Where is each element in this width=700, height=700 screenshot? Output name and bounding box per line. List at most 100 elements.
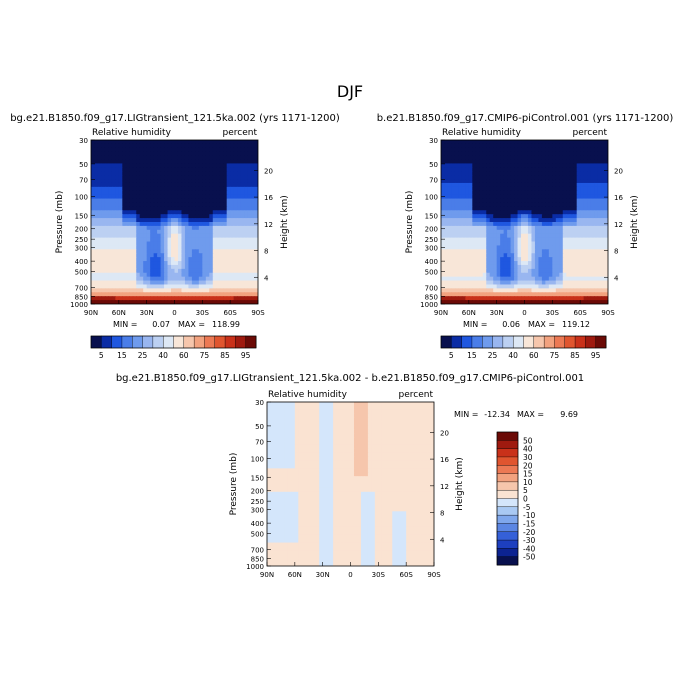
field-cell [122, 155, 127, 161]
field-cell [458, 257, 463, 262]
field-cell [381, 456, 386, 462]
y-tick-label: 100 [75, 193, 88, 201]
field-cell [580, 241, 585, 247]
field-cell [118, 268, 123, 274]
field-cell [108, 241, 113, 247]
field-cell [503, 163, 508, 168]
field-cell [461, 143, 466, 149]
field-cell [378, 456, 383, 462]
field-cell [521, 272, 526, 278]
field-cell [223, 245, 228, 250]
field-cell [240, 261, 245, 266]
field-cell [524, 288, 529, 293]
field-cell [413, 421, 418, 427]
field-cell [465, 163, 470, 168]
field-cell [237, 167, 242, 172]
field-cell [298, 425, 303, 430]
field-cell [164, 186, 169, 192]
field-cell [604, 245, 608, 250]
field-cell [583, 179, 588, 184]
field-cell [136, 237, 141, 243]
field-cell [548, 167, 553, 172]
field-cell [247, 292, 252, 297]
field-cell [94, 264, 99, 270]
field-cell [479, 288, 484, 293]
field-cell [399, 429, 404, 434]
field-cell [493, 182, 498, 188]
field-cell [287, 421, 292, 427]
field-cell [573, 249, 578, 254]
field-cell [132, 253, 137, 258]
field-cell [454, 237, 459, 243]
field-cell [347, 409, 352, 415]
field-cell [524, 198, 529, 204]
field-cell [160, 280, 165, 286]
field-cell [118, 147, 123, 153]
field-cell [482, 300, 487, 304]
field-cell [146, 218, 151, 223]
field-cell [104, 276, 109, 282]
field-cell [427, 425, 432, 430]
field-cell [91, 249, 96, 254]
field-cell [360, 437, 366, 442]
field-cell [590, 249, 595, 254]
field-cell [479, 151, 484, 157]
field-cell [531, 241, 536, 247]
field-cell [573, 261, 578, 266]
field-cell [524, 237, 529, 243]
field-cell [111, 225, 116, 231]
field-cell [233, 288, 238, 293]
field-cell [240, 190, 245, 196]
field-cell [267, 460, 272, 466]
field-cell [118, 225, 123, 231]
field-cell [399, 405, 404, 411]
field-cell [430, 460, 434, 466]
field-cell [240, 143, 245, 149]
field-cell [545, 186, 550, 192]
colorbar-label: 25 [488, 351, 498, 360]
field-cell [202, 171, 207, 176]
field-cell [308, 460, 313, 466]
field-cell [555, 222, 560, 227]
field-cell [177, 179, 183, 184]
field-cell [226, 159, 231, 165]
height-tick-label: 20 [264, 167, 273, 175]
field-cell [350, 448, 355, 454]
field-cell [230, 261, 235, 266]
field-cell [301, 409, 306, 415]
field-cell [420, 433, 425, 438]
field-cell [468, 182, 473, 188]
field-cell [247, 268, 252, 274]
field-cell [164, 214, 169, 219]
field-cell [164, 202, 169, 207]
field-cell [468, 292, 473, 297]
field-cell [273, 456, 279, 462]
field-cell [576, 175, 581, 180]
field-cell [237, 222, 242, 227]
field-cell [198, 206, 203, 211]
field-cell [367, 425, 372, 430]
field-cell [230, 194, 235, 200]
field-cell [230, 206, 235, 211]
field-cell [237, 140, 242, 145]
field-cell [160, 190, 165, 196]
field-cell [153, 237, 158, 243]
field-cell [247, 202, 252, 207]
field-cell [291, 452, 296, 458]
field-cell [143, 194, 148, 200]
field-cell [357, 417, 362, 423]
field-cell [267, 441, 272, 446]
field-cell [136, 288, 141, 293]
field-cell [531, 300, 536, 304]
field-cell [101, 288, 106, 293]
field-cell [205, 171, 210, 176]
field-cell [514, 147, 519, 153]
field-cell [212, 284, 217, 289]
panel-right-field [441, 140, 608, 304]
field-cell [493, 241, 498, 247]
field-cell [216, 245, 221, 250]
field-cell [191, 222, 196, 227]
field-cell [444, 143, 449, 149]
field-cell [91, 280, 96, 286]
field-cell [486, 140, 491, 145]
